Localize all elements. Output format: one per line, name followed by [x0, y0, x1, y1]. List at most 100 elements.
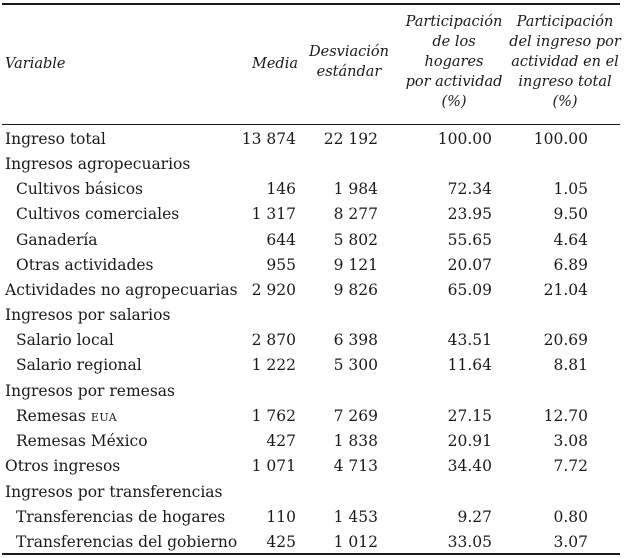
cell-media: 427 — [266, 432, 296, 450]
cell-ingreso: 7.72 — [553, 457, 588, 475]
table-row: Salario local 2 870 6 398 43.51 20.69 — [0, 328, 624, 353]
cell-desviacion: 9 121 — [333, 256, 378, 274]
cell-hogares: 20.91 — [447, 432, 492, 450]
header-media: Media — [252, 56, 298, 72]
top-rule — [2, 3, 620, 5]
cell-hogares: 9.27 — [457, 508, 492, 526]
cell-media: 13 874 — [241, 130, 296, 148]
table-row: Transferencias del gobierno 425 1 012 33… — [0, 530, 624, 555]
cell-desviacion: 8 277 — [333, 205, 378, 223]
cell-media: 2 870 — [251, 331, 296, 349]
row-label: Ingresos por transferencias — [5, 483, 223, 501]
bottom-rule — [2, 553, 620, 555]
table-row: Otros ingresos 1 071 4 713 34.40 7.72 — [0, 454, 624, 479]
table-row: Ingresos agropecuarios — [0, 152, 624, 177]
cell-desviacion: 5 802 — [333, 231, 378, 249]
row-label: Transferencias de hogares — [16, 508, 226, 526]
table-row: Cultivos básicos 146 1 984 72.34 1.05 — [0, 177, 624, 202]
cell-hogares: 72.34 — [447, 180, 492, 198]
table-row: Ganadería 644 5 802 55.65 4.64 — [0, 228, 624, 253]
header-hogares-line: hogares — [424, 54, 484, 70]
cell-media: 110 — [266, 508, 296, 526]
cell-desviacion: 9 826 — [333, 281, 378, 299]
cell-hogares: 55.65 — [447, 231, 492, 249]
header-participacion-ingreso: Participación del ingreso por actividad … — [508, 12, 622, 112]
cell-hogares: 34.40 — [447, 457, 492, 475]
table-row: Transferencias de hogares 110 1 453 9.27… — [0, 505, 624, 530]
cell-hogares: 11.64 — [447, 356, 492, 374]
row-label: Salario regional — [16, 356, 142, 374]
header-hogares-line: Participación — [405, 14, 503, 30]
cell-desviacion: 7 269 — [333, 407, 378, 425]
cell-hogares: 27.15 — [447, 407, 492, 425]
table-row: Remesas EUA 1 762 7 269 27.15 12.70 — [0, 404, 624, 429]
header-ingreso-line: ingreso total — [518, 74, 612, 90]
cell-media: 1 071 — [251, 457, 296, 475]
cell-hogares: 20.07 — [447, 256, 492, 274]
cell-ingreso: 6.89 — [553, 256, 588, 274]
header-hogares-line: de los — [432, 34, 476, 50]
row-label-text: Remesas — [16, 407, 86, 425]
table-row: Otras actividades 955 9 121 20.07 6.89 — [0, 253, 624, 278]
row-label: Ingresos por salarios — [5, 306, 171, 324]
row-label: Ingresos por remesas — [5, 382, 175, 400]
cell-media: 425 — [266, 533, 296, 551]
table-row: Ingresos por remesas — [0, 379, 624, 404]
cell-hogares: 23.95 — [447, 205, 492, 223]
cell-hogares: 33.05 — [447, 533, 492, 551]
cell-ingreso: 3.08 — [553, 432, 588, 450]
row-label: Salario local — [16, 331, 114, 349]
row-label: Cultivos comerciales — [16, 205, 180, 223]
header-ingreso-line: actividad en el — [511, 54, 619, 70]
cell-hogares: 65.09 — [447, 281, 492, 299]
header-ingreso-line: Participación — [516, 14, 614, 30]
cell-ingreso: 8.81 — [553, 356, 588, 374]
row-label: Remesas EUA — [16, 404, 117, 430]
header-hogares-line: por actividad — [405, 74, 503, 90]
row-label: Otros ingresos — [5, 457, 121, 475]
table-row: Ingresos por transferencias — [0, 480, 624, 505]
cell-ingreso: 100.00 — [533, 130, 588, 148]
cell-desviacion: 1 838 — [333, 432, 378, 450]
header-participacion-hogares: Participación de los hogares por activid… — [404, 12, 504, 112]
header-hogares-line: (%) — [441, 94, 467, 110]
cell-media: 1 762 — [251, 407, 296, 425]
cell-desviacion: 4 713 — [333, 457, 378, 475]
cell-media: 146 — [266, 180, 296, 198]
header-rule — [2, 124, 620, 125]
cell-desviacion: 1 012 — [333, 533, 378, 551]
cell-ingreso: 3.07 — [553, 533, 588, 551]
header-desviacion-line: estándar — [316, 64, 382, 80]
row-label: Remesas México — [16, 432, 148, 450]
row-label: Otras actividades — [16, 256, 154, 274]
row-label-suffix: EUA — [90, 411, 118, 424]
cell-ingreso: 20.69 — [543, 331, 588, 349]
row-label: Ingresos agropecuarios — [5, 155, 191, 173]
cell-desviacion: 22 192 — [323, 130, 378, 148]
cell-desviacion: 1 453 — [333, 508, 378, 526]
cell-desviacion: 1 984 — [333, 180, 378, 198]
table-row: Remesas México 427 1 838 20.91 3.08 — [0, 429, 624, 454]
table-row: Cultivos comerciales 1 317 8 277 23.95 9… — [0, 202, 624, 227]
row-label: Ingreso total — [5, 130, 106, 148]
table-row: Salario regional 1 222 5 300 11.64 8.81 — [0, 353, 624, 378]
header-desviacion: Desviación estándar — [304, 42, 394, 82]
table-row: Ingresos por salarios — [0, 303, 624, 328]
table-row: Ingreso total 13 874 22 192 100.00 100.0… — [0, 127, 624, 152]
cell-desviacion: 5 300 — [333, 356, 378, 374]
cell-ingreso: 4.64 — [553, 231, 588, 249]
row-label: Transferencias del gobierno — [16, 533, 238, 551]
cell-ingreso: 0.80 — [553, 508, 588, 526]
cell-ingreso: 9.50 — [553, 205, 588, 223]
header-variable: Variable — [5, 56, 66, 72]
row-label: Ganadería — [16, 231, 98, 249]
cell-ingreso: 1.05 — [553, 180, 588, 198]
row-label: Actividades no agropecuarias — [5, 281, 238, 299]
cell-media: 1 222 — [251, 356, 296, 374]
cell-media: 2 920 — [251, 281, 296, 299]
cell-media: 644 — [266, 231, 296, 249]
cell-hogares: 43.51 — [447, 331, 492, 349]
header-desviacion-line: Desviación — [309, 44, 389, 60]
cell-ingreso: 12.70 — [543, 407, 588, 425]
